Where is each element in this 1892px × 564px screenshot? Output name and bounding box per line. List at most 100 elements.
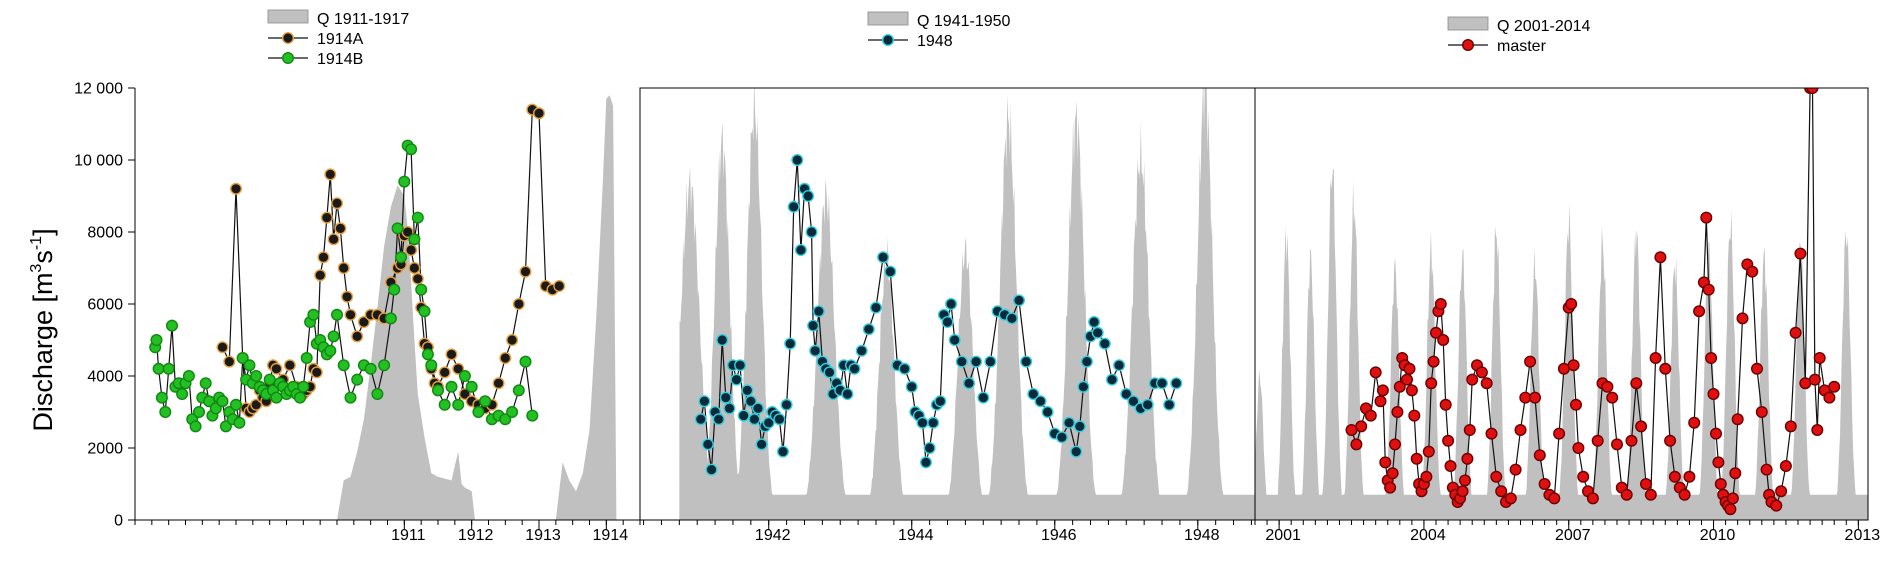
legend-right: Q 2001-2014 master [1447, 16, 1591, 55]
plot-area-middle [679, 88, 1255, 520]
data-point-master [1490, 470, 1503, 483]
data-point-master [1548, 492, 1561, 505]
data-point-1914B [270, 391, 283, 404]
x-tick-label: 1948 [1184, 527, 1220, 544]
data-point-1914A [341, 290, 354, 303]
data-point-master [1420, 470, 1433, 483]
data-point-1948 [1098, 337, 1111, 350]
data-point-master [1736, 312, 1749, 325]
panel-left: 0 2000 4000 6000 8000 10 000 12 000 1911 1912 191… [74, 9, 641, 544]
data-point-1948 [730, 373, 743, 386]
data-point-1914A [229, 182, 242, 195]
data-point-master [1789, 326, 1802, 339]
data-point-1948 [945, 298, 958, 311]
data-point-1948 [941, 316, 954, 329]
data-point-1948 [755, 438, 768, 451]
data-point-1948 [905, 380, 918, 393]
data-point-1914B [452, 398, 465, 411]
discharge-area-right [1255, 168, 1868, 520]
data-point-master [1813, 352, 1826, 365]
data-point-1914B [418, 305, 431, 318]
y-tick-label: 12 000 [74, 81, 123, 98]
data-point-master [1391, 406, 1404, 419]
x-tick-label: 1944 [898, 527, 934, 544]
data-point-master [1668, 470, 1681, 483]
data-point-master [1709, 427, 1722, 440]
x-tick-label: 1942 [755, 527, 791, 544]
x-tick-label: 2007 [1555, 527, 1591, 544]
data-point-1914A [553, 280, 566, 293]
discharge-area-1913 [555, 95, 617, 520]
data-point-1948 [1163, 398, 1176, 411]
data-point-1914B [411, 211, 424, 224]
data-point-1914B [327, 330, 340, 343]
data-point-1948 [737, 409, 750, 422]
data-point-1948 [1120, 388, 1133, 401]
data-point-1914B [300, 352, 313, 365]
data-point-1948 [794, 243, 807, 256]
data-point-1948 [963, 377, 976, 390]
data-point-1914B [243, 359, 256, 372]
data-point-master [1702, 283, 1715, 296]
data-point-1914A [337, 262, 350, 275]
panel-middle: 1942 1944 1946 1948 Q 1941-1950 1948 [639, 11, 1256, 544]
data-point-1948 [1073, 420, 1086, 433]
data-point-1948 [784, 337, 797, 350]
data-point-master [1775, 485, 1788, 498]
data-point-1914B [307, 308, 320, 321]
data-point-1948 [812, 305, 825, 318]
data-point-master [1760, 463, 1773, 476]
data-point-master [1678, 488, 1691, 501]
data-point-1948 [1070, 445, 1083, 458]
data-point-1948 [948, 334, 961, 347]
data-point-1914A [405, 243, 418, 256]
data-point-master [1755, 406, 1768, 419]
data-point-1948 [1127, 395, 1140, 408]
data-point-master [1808, 373, 1821, 386]
data-point-master [1456, 485, 1469, 498]
data-point-1948 [1034, 395, 1047, 408]
data-point-1914B [512, 384, 525, 397]
data-point-master [1823, 391, 1836, 404]
data-point-1914B [216, 395, 229, 408]
data-point-1914B [250, 370, 263, 383]
data-point-1914B [150, 334, 163, 347]
data-point-master [1705, 352, 1718, 365]
data-point-1948 [1041, 406, 1054, 419]
data-point-1914B [219, 420, 232, 433]
data-point-master [1714, 478, 1727, 491]
data-point-1914B [445, 380, 458, 393]
data-point-1914B [294, 391, 307, 404]
data-point-1914B [432, 384, 445, 397]
data-point-1948 [970, 355, 983, 368]
data-point-1948 [698, 395, 711, 408]
data-point-1948 [916, 416, 929, 429]
data-point-1948 [955, 355, 968, 368]
x-tick-label: 1911 [391, 527, 426, 544]
data-point-1948 [920, 456, 933, 469]
data-point-master [1429, 326, 1442, 339]
data-point-master [1693, 305, 1706, 318]
panel-frame [1254, 87, 1869, 521]
legend-label: Q 2001-2014 [1497, 18, 1591, 35]
data-point-1914B [384, 312, 397, 325]
data-point-1914B [408, 233, 421, 246]
data-point-1948 [701, 438, 714, 451]
legend-label: 1914B [317, 51, 363, 68]
data-point-1914A [512, 298, 525, 311]
data-point-master [1355, 420, 1368, 433]
legend-swatch-marker [1461, 39, 1474, 52]
data-point-master [1700, 211, 1713, 224]
data-point-1914B [189, 420, 202, 433]
data-point-1948 [752, 402, 765, 415]
data-point-master [1586, 492, 1599, 505]
data-point-master [1427, 355, 1440, 368]
data-point-1914A [408, 262, 421, 275]
data-point-1948 [848, 362, 861, 375]
data-point-master [1533, 449, 1546, 462]
y-tick-label: 2000 [87, 441, 123, 458]
data-point-1914B [297, 380, 310, 393]
data-point-1914B [425, 359, 438, 372]
data-point-1914A [506, 334, 519, 347]
